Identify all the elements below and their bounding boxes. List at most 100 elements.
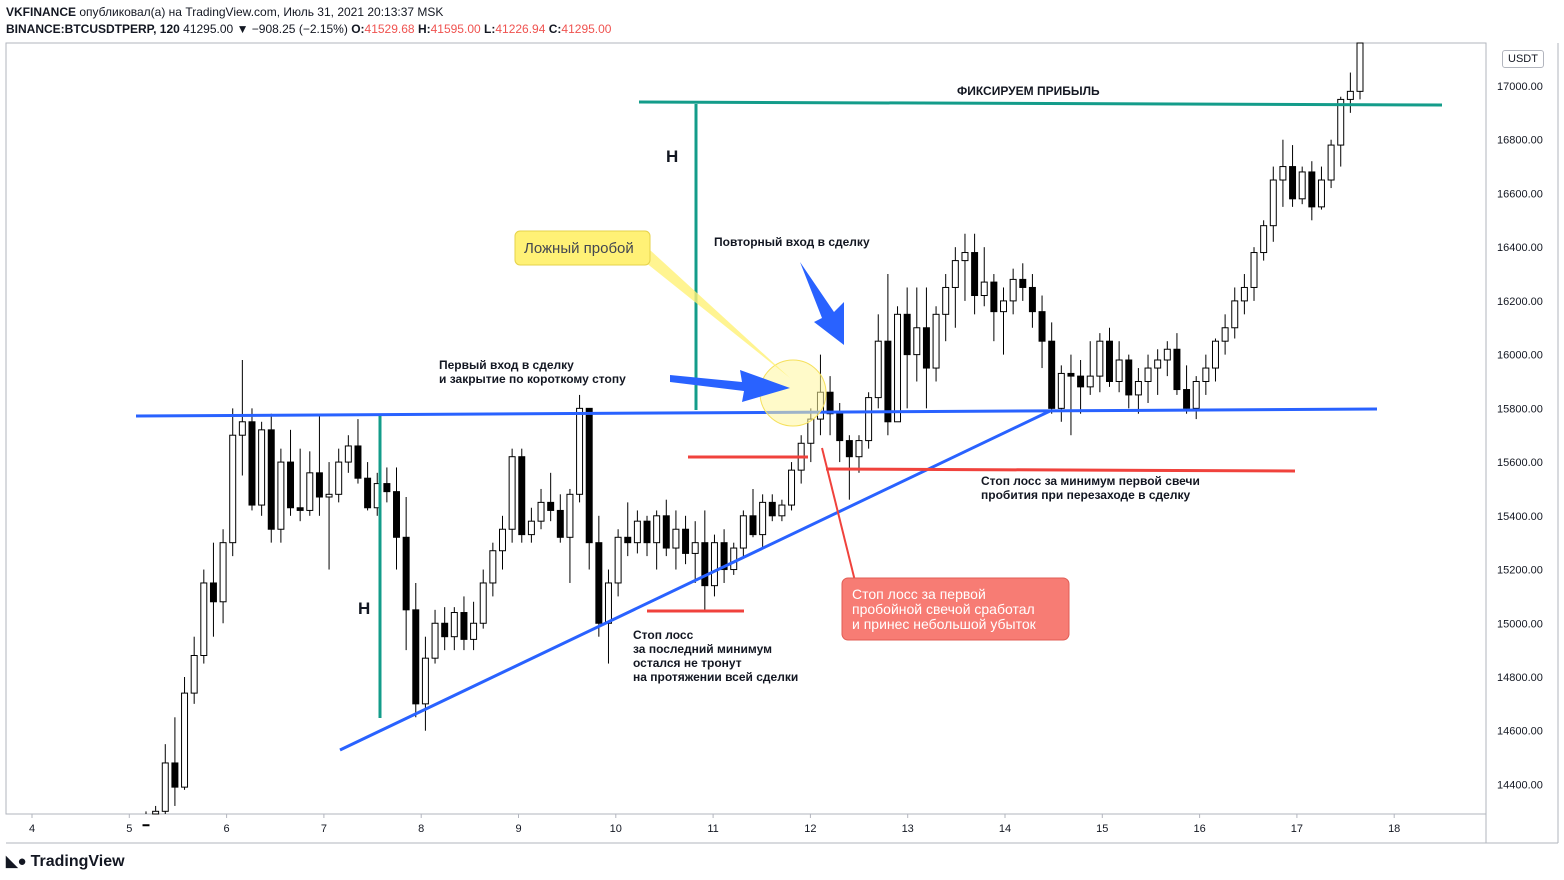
candle[interactable] bbox=[739, 510, 747, 557]
candle[interactable] bbox=[874, 314, 882, 409]
resistance-line[interactable] bbox=[135, 407, 1378, 418]
candle[interactable] bbox=[537, 488, 545, 530]
candle[interactable] bbox=[287, 429, 295, 516]
candle[interactable] bbox=[1269, 166, 1277, 242]
candle[interactable] bbox=[1192, 376, 1200, 420]
candle[interactable] bbox=[431, 609, 439, 664]
candle[interactable] bbox=[980, 247, 988, 307]
candle[interactable] bbox=[547, 472, 555, 522]
candle[interactable] bbox=[884, 274, 892, 436]
candle[interactable] bbox=[1115, 341, 1123, 393]
candle[interactable] bbox=[267, 413, 275, 543]
candle[interactable] bbox=[643, 515, 651, 557]
stop-loss-second-line[interactable] bbox=[825, 467, 1296, 473]
candle[interactable] bbox=[238, 359, 246, 476]
candle[interactable] bbox=[306, 451, 314, 516]
candle[interactable] bbox=[1057, 365, 1065, 422]
candle[interactable] bbox=[1260, 220, 1268, 261]
candle[interactable] bbox=[450, 607, 458, 651]
candle[interactable] bbox=[749, 488, 757, 538]
candle[interactable] bbox=[1106, 327, 1113, 387]
candle[interactable] bbox=[152, 805, 160, 815]
candle[interactable] bbox=[1327, 139, 1335, 189]
candle[interactable] bbox=[566, 488, 574, 583]
candle[interactable] bbox=[344, 435, 352, 473]
candle[interactable] bbox=[1154, 349, 1162, 395]
candle[interactable] bbox=[479, 569, 487, 629]
candle[interactable] bbox=[421, 636, 429, 731]
candle[interactable] bbox=[990, 274, 998, 342]
candle[interactable] bbox=[209, 542, 217, 637]
candle[interactable] bbox=[759, 494, 767, 549]
candle[interactable] bbox=[1221, 314, 1229, 355]
candle[interactable] bbox=[576, 394, 584, 503]
candle[interactable] bbox=[730, 542, 738, 575]
candle[interactable] bbox=[1183, 365, 1191, 414]
candle[interactable] bbox=[1173, 333, 1181, 395]
candle[interactable] bbox=[508, 448, 516, 543]
candle[interactable] bbox=[614, 529, 622, 597]
candle[interactable] bbox=[662, 499, 670, 557]
candle[interactable] bbox=[595, 515, 603, 637]
candle[interactable] bbox=[412, 582, 420, 718]
candle[interactable] bbox=[1250, 247, 1258, 301]
candle[interactable] bbox=[441, 607, 449, 651]
candle[interactable] bbox=[855, 435, 863, 473]
candle[interactable] bbox=[942, 274, 950, 342]
price-axis[interactable]: 14400.00 14600.00 14800.00 15000.00 15200.00… bbox=[1497, 81, 1543, 791]
candle[interactable] bbox=[826, 376, 834, 436]
candle[interactable] bbox=[518, 448, 526, 543]
candle[interactable] bbox=[788, 462, 796, 511]
candle[interactable] bbox=[585, 407, 593, 570]
candle[interactable] bbox=[961, 233, 969, 301]
candle[interactable] bbox=[527, 507, 535, 543]
candle[interactable] bbox=[470, 601, 478, 651]
candle[interactable] bbox=[181, 676, 189, 790]
candle[interactable] bbox=[383, 467, 391, 503]
candle[interactable] bbox=[1202, 354, 1210, 395]
candle[interactable] bbox=[1000, 287, 1007, 355]
candle[interactable] bbox=[1337, 96, 1345, 167]
candle[interactable] bbox=[499, 515, 506, 570]
stop-red-note[interactable] bbox=[841, 577, 1070, 641]
candle[interactable] bbox=[1077, 359, 1085, 414]
tradingview-logo[interactable]: ◣● TradingView bbox=[6, 852, 125, 871]
candle[interactable] bbox=[393, 467, 400, 570]
false-breakout-note[interactable] bbox=[514, 230, 651, 266]
candle[interactable] bbox=[1019, 263, 1027, 301]
candle[interactable] bbox=[229, 408, 237, 557]
candle[interactable] bbox=[1211, 338, 1219, 382]
candle[interactable] bbox=[1279, 139, 1287, 207]
candle[interactable] bbox=[402, 497, 410, 651]
candle[interactable] bbox=[932, 306, 940, 382]
candle[interactable] bbox=[672, 510, 680, 570]
candle[interactable] bbox=[1231, 287, 1239, 339]
candle[interactable] bbox=[364, 462, 372, 511]
candle[interactable] bbox=[354, 419, 362, 484]
candle[interactable] bbox=[971, 233, 979, 315]
candle[interactable] bbox=[624, 502, 632, 557]
candle[interactable] bbox=[1298, 166, 1306, 205]
candle[interactable] bbox=[778, 499, 786, 522]
candle[interactable] bbox=[161, 744, 169, 814]
candle[interactable] bbox=[556, 494, 564, 543]
candle[interactable] bbox=[1048, 322, 1056, 414]
candle[interactable] bbox=[335, 448, 343, 503]
candle[interactable] bbox=[653, 510, 661, 570]
candle[interactable] bbox=[922, 287, 930, 409]
candle[interactable] bbox=[219, 529, 227, 624]
plot-area[interactable] bbox=[5, 42, 1487, 815]
candle[interactable] bbox=[1086, 341, 1094, 395]
candle[interactable] bbox=[710, 534, 718, 597]
take-profit-line[interactable] bbox=[638, 100, 1443, 107]
candle[interactable] bbox=[296, 448, 304, 522]
candle[interactable] bbox=[894, 306, 902, 423]
candle[interactable] bbox=[701, 510, 709, 610]
candle[interactable] bbox=[768, 494, 776, 522]
candle[interactable] bbox=[1028, 274, 1036, 328]
candle[interactable] bbox=[951, 247, 959, 328]
candle[interactable] bbox=[258, 421, 266, 516]
time-axis[interactable]: 4 5 6 7 8 9 10 11 12 13 14 15 16 17 18 bbox=[29, 814, 1400, 835]
candle[interactable] bbox=[1096, 333, 1104, 393]
candle[interactable] bbox=[171, 717, 179, 806]
